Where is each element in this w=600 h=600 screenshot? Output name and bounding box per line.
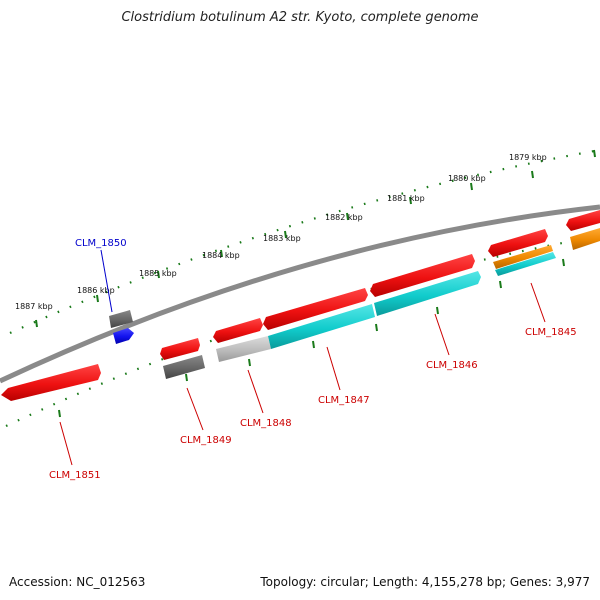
gene-label-clm-1848[interactable]: CLM_1848 (240, 418, 292, 429)
label-leaders (59, 249, 546, 466)
gene-clm-1848[interactable] (216, 336, 271, 362)
gene-clm-1847[interactable] (268, 304, 375, 349)
kbp-labels: 1879 kbp 1880 kbp 1881 kbp 1882 kbp 1883… (15, 153, 547, 311)
major-tick (562, 258, 565, 267)
major-tick (220, 249, 223, 258)
gene-clm-1851[interactable] (1, 364, 101, 401)
kbp-label: 1882 kbp (325, 213, 363, 222)
major-tick (409, 196, 412, 205)
major-tick (312, 340, 315, 349)
kbp-label: 1886 kbp (77, 286, 115, 295)
major-tick (593, 149, 596, 158)
gene-label-clm-1846[interactable]: CLM_1846 (426, 360, 478, 371)
gene-clm-1850-gray[interactable] (109, 310, 133, 328)
major-tick (35, 319, 38, 328)
gene-label-clm-1847[interactable]: CLM_1847 (318, 395, 370, 406)
major-tick (248, 358, 251, 367)
gene-label-clm-1850[interactable]: CLM_1850 (75, 238, 127, 249)
gene-label-clm-1851[interactable]: CLM_1851 (49, 470, 101, 481)
leader-clm-1849 (186, 387, 204, 431)
kbp-label: 1885 kbp (139, 269, 177, 278)
outer-tick-track (9, 148, 600, 335)
leader-clm-1847 (326, 346, 341, 391)
major-tick (96, 294, 99, 303)
major-tick (375, 323, 378, 332)
gene-red-1846-top[interactable] (370, 254, 475, 297)
gene-red-right-top[interactable] (566, 210, 600, 231)
major-tick (499, 280, 502, 289)
kbp-label: 1884 kbp (202, 251, 240, 260)
major-tick (531, 170, 534, 179)
gene-clm-1846[interactable] (374, 271, 481, 316)
genome-summary-text: Topology: circular; Length: 4,155,278 bp… (260, 575, 590, 589)
kbp-label: 1880 kbp (448, 174, 486, 183)
gene-labels: CLM_1845 CLM_1846 CLM_1847 CLM_1848 CLM_… (49, 238, 577, 481)
gene-red-1848-top[interactable] (213, 318, 263, 343)
gene-red-1847-top[interactable] (263, 288, 368, 330)
gene-label-clm-1849[interactable]: CLM_1849 (180, 435, 232, 446)
gene-orange-right[interactable] (570, 228, 600, 250)
gene-features (1, 210, 600, 401)
major-tick (157, 270, 160, 279)
major-tick (346, 212, 349, 221)
major-tick (58, 409, 61, 418)
leader-clm-1850 (100, 249, 113, 313)
gene-red-1845-top[interactable] (488, 229, 548, 257)
gene-clm-1845-cyan[interactable] (495, 252, 556, 276)
major-tick (436, 306, 439, 315)
gene-clm-1850[interactable] (113, 328, 134, 344)
major-tick (284, 230, 287, 239)
leader-clm-1848 (247, 369, 264, 414)
kbp-label: 1879 kbp (509, 153, 547, 162)
map-title: Clostridium botulinum A2 str. Kyoto, com… (121, 10, 479, 25)
gene-red-1849-top[interactable] (160, 338, 200, 360)
kbp-label: 1881 kbp (387, 194, 425, 203)
kbp-label: 1887 kbp (15, 302, 53, 311)
kbp-label: 1883 kbp (263, 234, 301, 243)
inner-tick-track (5, 234, 600, 427)
gene-clm-1845-orange[interactable] (493, 245, 553, 269)
gene-label-clm-1845[interactable]: CLM_1845 (525, 327, 577, 338)
major-tick (470, 182, 473, 191)
leader-clm-1845 (530, 282, 546, 323)
leader-clm-1846 (434, 313, 450, 356)
accession-text: Accession: NC_012563 (9, 575, 146, 589)
major-tick (185, 373, 188, 382)
gene-clm-1849[interactable] (163, 355, 205, 379)
genome-backbone (0, 204, 600, 384)
leader-clm-1851 (59, 421, 73, 466)
